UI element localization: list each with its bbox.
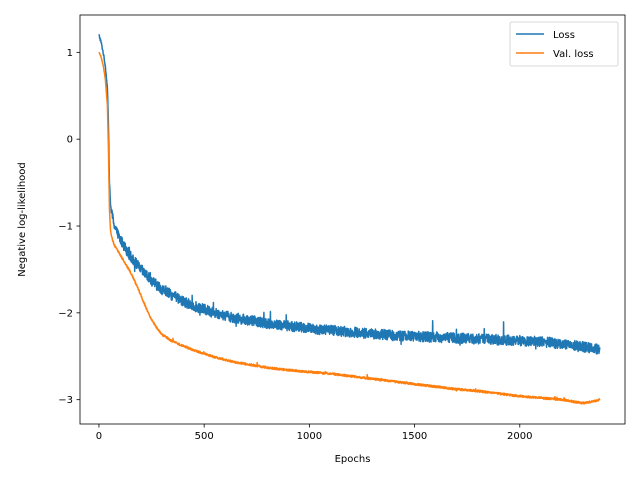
series-group [98, 34, 601, 405]
legend-box [509, 21, 619, 67]
y-axis-label: Negative log-likelihood [17, 162, 28, 277]
x-tick-label: 500 [195, 431, 214, 442]
series-line-loss [98, 34, 601, 355]
x-axis-label: Epochs [335, 454, 371, 465]
x-tick-label: 0 [96, 431, 102, 442]
axes-frame [79, 14, 626, 425]
x-tick-label: 2000 [507, 431, 532, 442]
y-tick-label: −3 [58, 395, 73, 406]
legend: Loss Val. loss [509, 21, 619, 67]
y-tick-label: 1 [67, 48, 73, 59]
legend-label: Val. loss [553, 49, 594, 60]
series-line-val-loss [98, 51, 601, 405]
x-tick-label: 1000 [297, 431, 322, 442]
y-axis-ticks: 1 0 −1 −2 −3 [58, 48, 80, 406]
legend-label: Loss [553, 30, 575, 41]
y-tick-label: −1 [58, 222, 73, 233]
y-tick-label: −2 [58, 308, 73, 319]
x-tick-label: 1500 [402, 431, 427, 442]
x-axis-ticks: 0 500 1000 1500 2000 [96, 424, 533, 442]
y-tick-label: 0 [67, 135, 73, 146]
